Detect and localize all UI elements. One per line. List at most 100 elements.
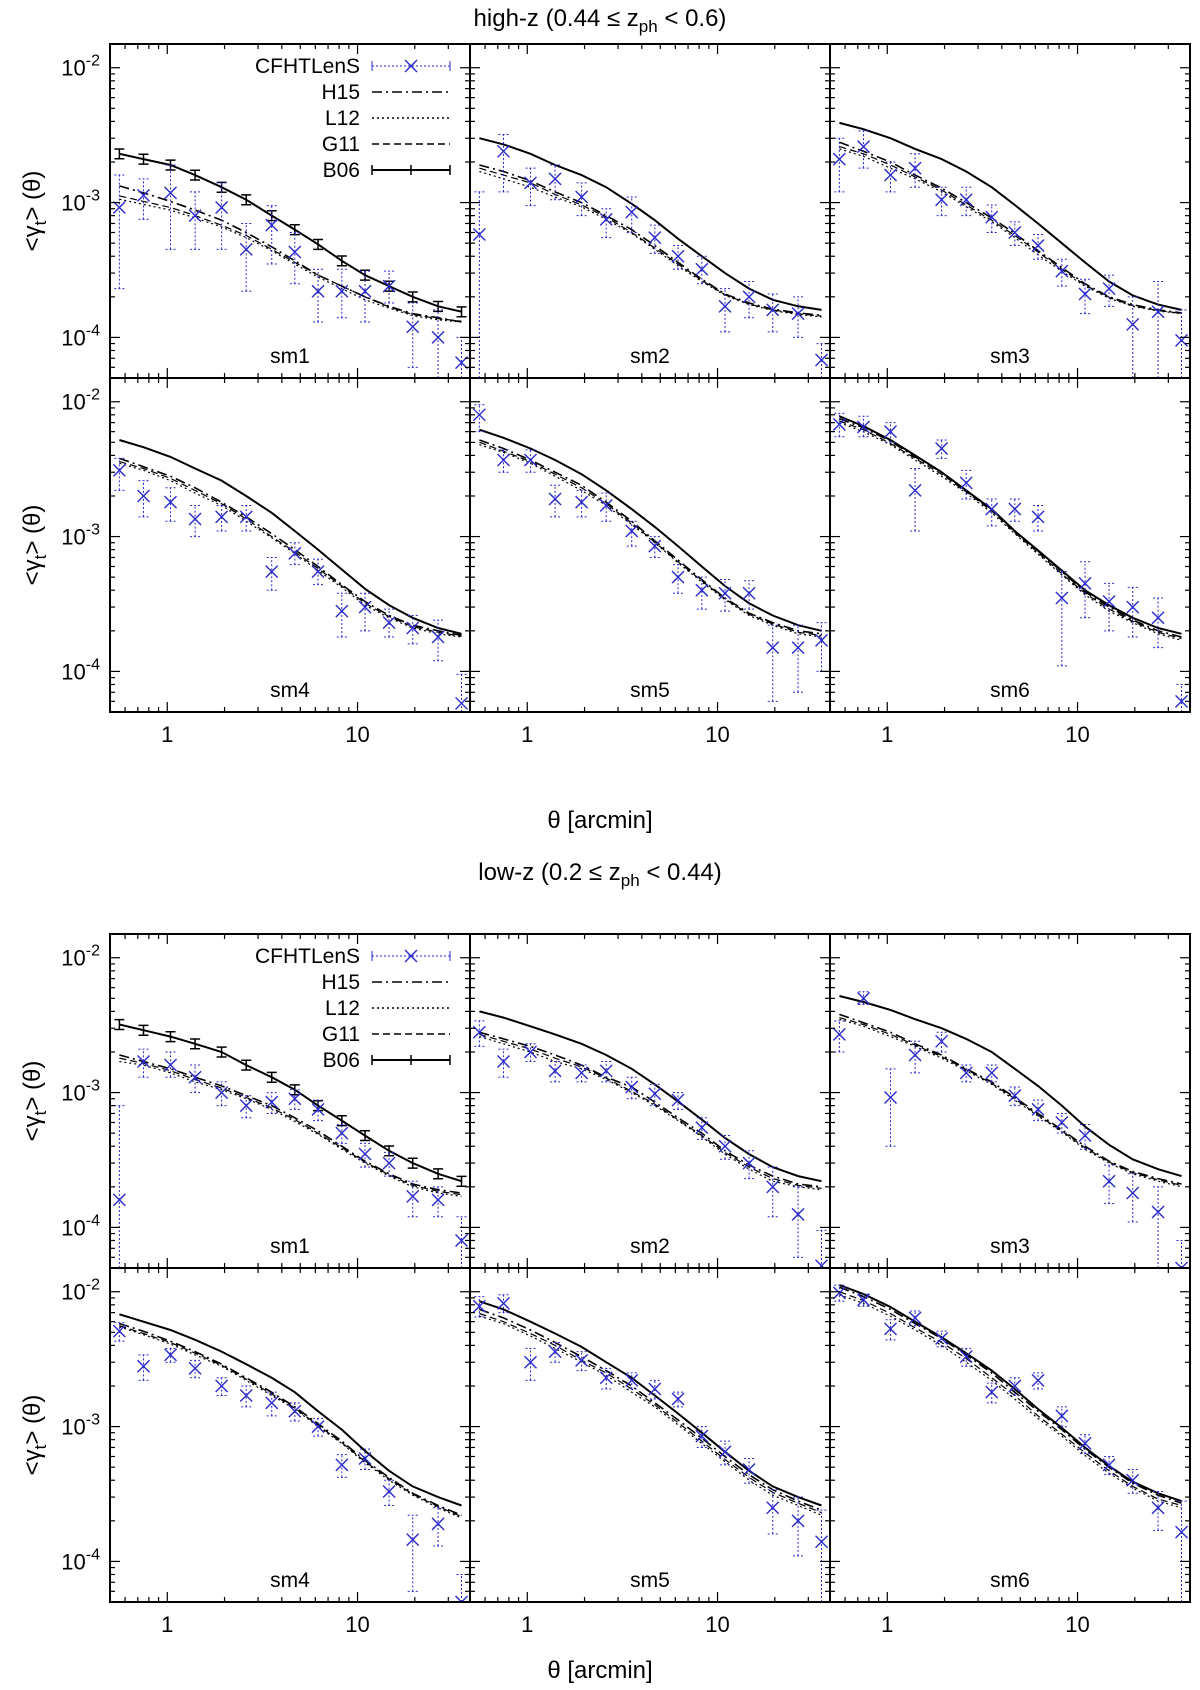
model-line-H15 (839, 1286, 1182, 1504)
y-tick-label: 10-2 (61, 387, 100, 415)
panel-sm2: sm2 (469, 933, 831, 1269)
legend-label-B06: B06 (323, 159, 360, 182)
obs-point (311, 1420, 325, 1434)
obs-point (599, 1064, 613, 1078)
b06-errorbar (266, 1071, 277, 1083)
model-line-H15 (119, 457, 462, 637)
y-tick-label: 10-4 (61, 1546, 100, 1574)
b06-errorbar (313, 238, 324, 251)
obs-point (959, 193, 973, 207)
panel-sm6: 1 10 sm6 (829, 377, 1191, 747)
obs-point (1031, 1102, 1045, 1116)
model-line-B06 (479, 137, 822, 311)
legend-label-B06: B06 (323, 1049, 360, 1072)
obs-point (382, 1156, 396, 1170)
obs-point (1008, 1379, 1022, 1393)
legend: CFHTLenS H15 L12 G11 B06 (255, 55, 451, 182)
obs-point (406, 621, 420, 635)
obs-point (908, 161, 922, 175)
panel-frame (109, 377, 471, 713)
obs-point (188, 512, 202, 526)
obs-point (1031, 1373, 1045, 1387)
obs-point (288, 1404, 302, 1418)
obs-point (265, 218, 279, 232)
obs-point (742, 290, 756, 304)
obs-point (1175, 1525, 1189, 1539)
obs-point (1008, 1089, 1022, 1103)
obs-point (215, 510, 229, 524)
b06-errorbar (114, 148, 125, 160)
model-line-H15 (839, 141, 1182, 314)
model-line-H15 (119, 185, 462, 323)
panel-label-sm4: sm4 (270, 679, 310, 702)
obs-point (1031, 510, 1045, 524)
panel-sm3: sm3 (829, 933, 1191, 1269)
obs-point (884, 425, 898, 439)
panel-sm5: 1 10 sm5 (469, 377, 831, 747)
obs-point (239, 1389, 253, 1402)
b06-errorbar (216, 1046, 227, 1058)
panel-plot-area (832, 1284, 1189, 1602)
panel-frame (469, 377, 831, 713)
panel-sm2: sm2 (469, 43, 831, 379)
model-line-B06 (479, 428, 822, 632)
panel-plot-area (472, 1010, 829, 1268)
obs-point (959, 1350, 973, 1364)
obs-point (239, 242, 253, 256)
obs-point (497, 1055, 510, 1068)
obs-point (382, 279, 396, 293)
obs-point (112, 1324, 126, 1338)
panel-label-sm3: sm3 (990, 345, 1030, 368)
obs-point (472, 227, 486, 241)
obs-point (1078, 287, 1092, 301)
obs-point (671, 570, 685, 584)
obs-point (599, 1371, 613, 1385)
model-line-B06 (839, 1284, 1182, 1503)
model-line-L12 (839, 1018, 1182, 1188)
x-tick-label: 1 (521, 722, 533, 747)
obs-point (718, 299, 732, 313)
b06-errorbar (433, 1168, 444, 1180)
obs-point (455, 696, 469, 710)
obs-point (1055, 1409, 1069, 1423)
legend-label-L12: L12 (325, 997, 360, 1020)
obs-point (791, 641, 805, 655)
obs-point (815, 1259, 829, 1268)
obs-point (815, 353, 829, 367)
obs-point (625, 1080, 639, 1094)
y-tick-label: 10-3 (61, 522, 100, 550)
model-line-L12 (479, 1315, 822, 1516)
obs-point (358, 1147, 372, 1161)
obs-point (695, 1121, 709, 1135)
obs-point (857, 140, 870, 154)
obs-point (648, 1382, 662, 1396)
model-line-H15 (479, 1308, 822, 1511)
obs-point (335, 604, 349, 618)
obs-point (311, 565, 325, 579)
obs-point (524, 453, 538, 467)
obs-point (742, 1156, 756, 1170)
obs-point (335, 284, 349, 298)
panel-label-sm3: sm3 (990, 1235, 1030, 1258)
panel-plot-area (832, 991, 1189, 1268)
model-line-B06 (119, 1313, 462, 1507)
obs-point (1031, 239, 1045, 253)
chart-title: high-z (0.44 ≤ zph < 0.6) (474, 5, 727, 36)
obs-point (288, 245, 302, 259)
model-line-L12 (839, 1294, 1182, 1509)
obs-point (1102, 1174, 1116, 1188)
b06-errorbar (360, 1129, 371, 1142)
model-line-L12 (119, 1326, 462, 1519)
obs-point (1055, 1115, 1069, 1129)
obs-point (1008, 502, 1022, 516)
obs-point (239, 1099, 253, 1113)
obs-point (695, 583, 709, 597)
model-line-H15 (119, 1054, 462, 1194)
model-line-G11 (839, 420, 1182, 640)
legend-label-L12: L12 (325, 107, 360, 130)
y-tick-label: 10-2 (61, 1277, 100, 1305)
obs-point (935, 442, 949, 455)
obs-point (164, 1348, 178, 1362)
obs-point (671, 249, 685, 263)
